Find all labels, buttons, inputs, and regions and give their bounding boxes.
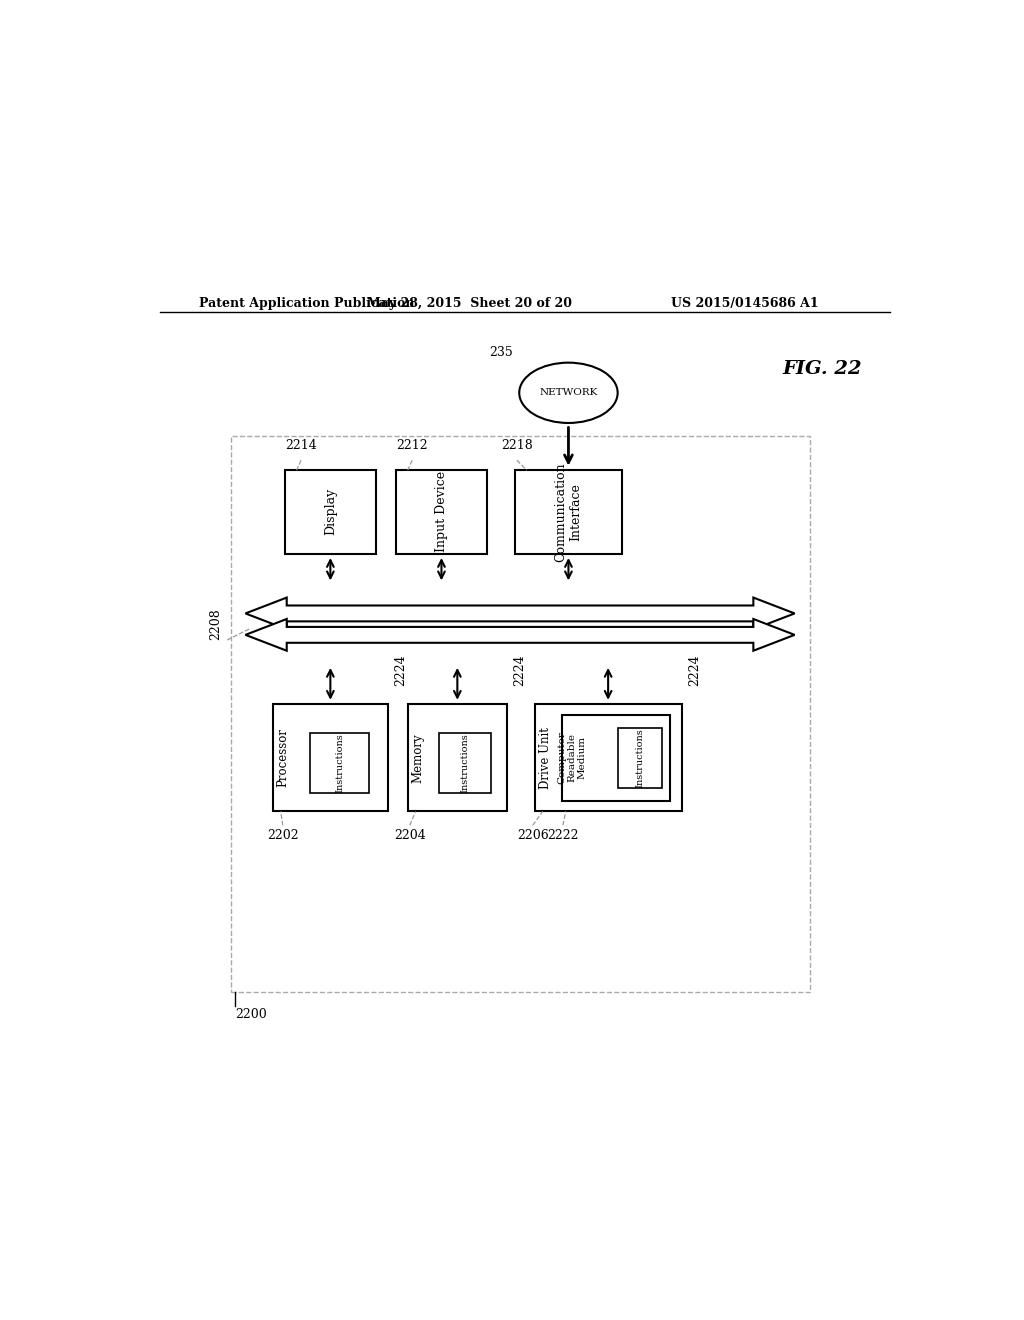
Text: 2200: 2200 <box>236 1007 267 1020</box>
FancyBboxPatch shape <box>272 705 388 812</box>
Text: 235: 235 <box>489 346 513 359</box>
FancyBboxPatch shape <box>396 470 487 553</box>
FancyBboxPatch shape <box>408 705 507 812</box>
FancyBboxPatch shape <box>309 733 370 793</box>
Text: 2224: 2224 <box>513 655 526 686</box>
FancyBboxPatch shape <box>515 470 622 553</box>
Text: NETWORK: NETWORK <box>540 388 598 397</box>
Text: Communication
Interface: Communication Interface <box>554 462 583 562</box>
Text: 2218: 2218 <box>501 440 532 453</box>
FancyBboxPatch shape <box>618 727 662 788</box>
Text: Processor: Processor <box>276 729 290 787</box>
Text: FIG. 22: FIG. 22 <box>782 360 862 378</box>
Text: 2208: 2208 <box>209 609 222 640</box>
Text: Instructions: Instructions <box>335 734 344 793</box>
Text: 2202: 2202 <box>267 829 299 842</box>
Text: 2206: 2206 <box>517 829 549 842</box>
FancyBboxPatch shape <box>535 705 682 812</box>
Text: Computer
Readable
Medium: Computer Readable Medium <box>557 731 587 784</box>
Text: Instructions: Instructions <box>461 734 470 793</box>
Text: 2214: 2214 <box>285 440 316 453</box>
Text: May 28, 2015  Sheet 20 of 20: May 28, 2015 Sheet 20 of 20 <box>367 297 571 310</box>
Text: Memory: Memory <box>412 733 425 783</box>
Polygon shape <box>246 598 795 630</box>
Polygon shape <box>246 619 795 651</box>
FancyBboxPatch shape <box>231 437 811 991</box>
Text: 2222: 2222 <box>547 829 579 842</box>
Ellipse shape <box>519 363 617 422</box>
Text: Patent Application Publication: Patent Application Publication <box>200 297 415 310</box>
Text: Display: Display <box>324 488 337 536</box>
Text: Instructions: Instructions <box>636 729 644 788</box>
Text: Input Device: Input Device <box>435 471 447 552</box>
Text: 2204: 2204 <box>394 829 426 842</box>
Text: 2224: 2224 <box>394 655 408 686</box>
Text: Drive Unit: Drive Unit <box>539 727 552 789</box>
Text: US 2015/0145686 A1: US 2015/0145686 A1 <box>671 297 818 310</box>
FancyBboxPatch shape <box>562 715 671 801</box>
Text: 2212: 2212 <box>396 440 428 453</box>
Text: 2224: 2224 <box>688 655 700 686</box>
FancyBboxPatch shape <box>439 733 492 793</box>
FancyBboxPatch shape <box>285 470 376 553</box>
